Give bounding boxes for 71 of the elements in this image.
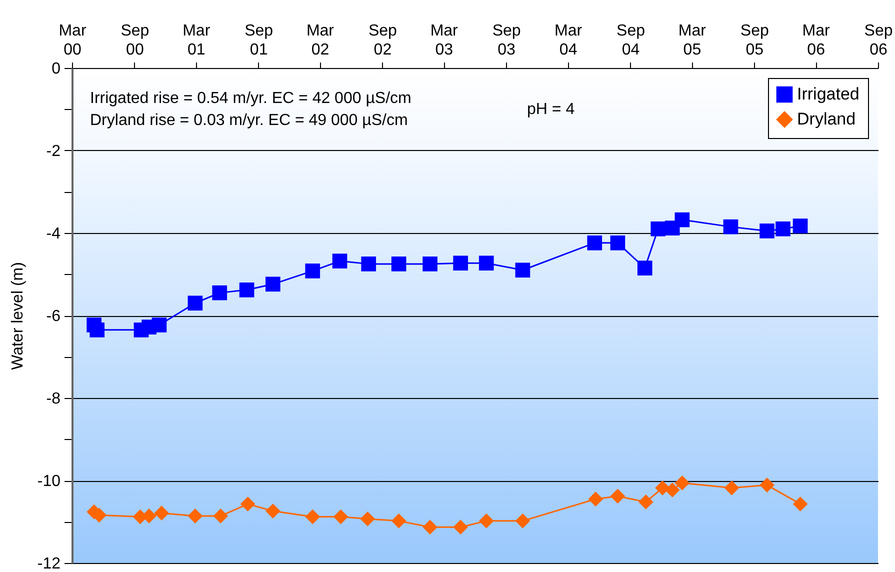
point <box>265 276 280 292</box>
x-tick-label: Mar 02 <box>306 22 335 58</box>
x-tick-label: Mar 05 <box>678 22 707 58</box>
point <box>154 506 170 521</box>
point <box>305 509 320 524</box>
point <box>188 508 203 524</box>
point <box>515 262 530 278</box>
point <box>422 520 438 535</box>
x-tick-label: Mar 01 <box>182 22 211 58</box>
point <box>391 514 406 528</box>
point <box>90 322 105 338</box>
point <box>650 221 666 236</box>
x-tick-label: Mar 04 <box>554 22 583 58</box>
y-tick-label: 0 <box>52 60 61 78</box>
point <box>760 478 774 492</box>
annotation: Dryland rise = 0.03 m/yr. EC = 49 000 µS/cm <box>90 112 408 129</box>
point <box>587 235 602 250</box>
point <box>360 511 376 526</box>
point <box>333 509 348 524</box>
point <box>422 256 438 272</box>
x-tick-label: Mar 00 <box>58 22 87 58</box>
x-tick-label: Sep 05 <box>740 22 769 58</box>
point <box>723 219 738 234</box>
x-tick-label: Sep 04 <box>616 22 646 58</box>
y-axis-title: Water level (m) <box>9 262 26 370</box>
point <box>792 218 808 234</box>
point <box>212 285 228 300</box>
point <box>674 476 690 490</box>
legend-label: Irrigated <box>797 84 860 104</box>
point <box>213 508 228 524</box>
x-tick-label: Sep 00 <box>120 22 150 58</box>
x-tick-label: Mar 06 <box>802 22 830 58</box>
point <box>610 488 626 504</box>
point <box>776 221 790 236</box>
x-tick-label: Sep 02 <box>368 22 398 58</box>
point <box>638 494 654 510</box>
point <box>610 235 626 250</box>
point <box>453 520 468 535</box>
point <box>478 256 494 271</box>
x-tick-label: Sep 03 <box>492 22 521 58</box>
x-tick-label: Mar 03 <box>430 22 459 58</box>
point <box>664 482 680 498</box>
y-tick-label: -2 <box>46 143 61 160</box>
point <box>588 492 604 506</box>
legend-label: Dryland <box>797 110 856 128</box>
point <box>453 256 468 271</box>
y-tick-label: -6 <box>46 308 61 325</box>
point <box>240 496 256 512</box>
point <box>637 260 652 276</box>
x-tick-label: Sep 01 <box>244 22 274 58</box>
point <box>305 264 320 278</box>
annotation: pH = 4 <box>527 101 575 118</box>
point <box>332 254 348 268</box>
point <box>265 504 280 518</box>
point <box>478 514 494 528</box>
point <box>515 514 530 528</box>
annotation: Irrigated rise = 0.54 m/yr. EC = 42 000 µS/cm <box>90 90 412 107</box>
point <box>724 480 740 496</box>
y-tick-label: -4 <box>46 226 61 242</box>
y-tick-label: -8 <box>46 390 61 408</box>
point <box>674 212 690 228</box>
point <box>188 296 203 311</box>
point <box>152 318 167 332</box>
point <box>239 282 254 298</box>
y-tick-label: -12 <box>37 556 61 572</box>
y-tick-label: -10 <box>37 473 61 490</box>
point <box>792 496 808 512</box>
point <box>760 224 774 238</box>
x-tick-label: Sep 06 <box>864 22 893 58</box>
point <box>361 256 376 272</box>
point <box>391 256 406 272</box>
